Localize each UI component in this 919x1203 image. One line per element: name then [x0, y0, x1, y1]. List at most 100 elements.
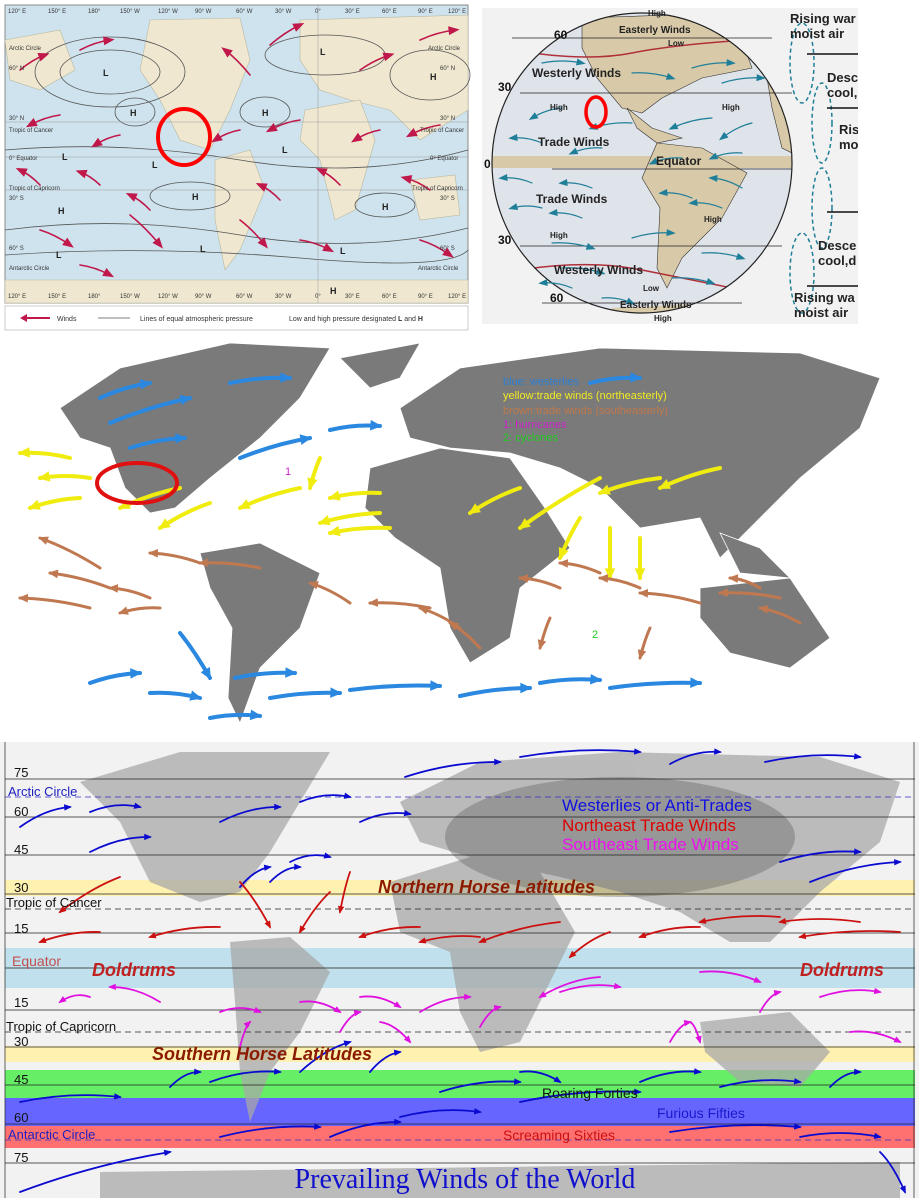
- longitude-label: 90° E: [418, 294, 433, 300]
- wind-arrow: [268, 690, 342, 700]
- arrow-head-icon: [48, 569, 59, 579]
- westerly-winds-label: Westerly Winds: [554, 263, 643, 277]
- wind-arrow: [479, 921, 561, 943]
- lat-label-60s: 60: [550, 291, 564, 305]
- high-label: High: [550, 231, 568, 240]
- legend-winds: Winds: [57, 316, 77, 323]
- arrow-head-icon: [102, 268, 115, 278]
- arrow-head-icon: [418, 606, 429, 615]
- wind-arrow: [518, 476, 602, 530]
- arrow-head-icon: [728, 574, 739, 583]
- arrow-head-icon: [249, 709, 262, 721]
- wind-arrows: [19, 748, 906, 1194]
- arrow-head-icon: [264, 920, 271, 929]
- lat-label: 15: [14, 921, 28, 936]
- side-label: Rising wa: [794, 290, 855, 305]
- pressure-wind-map: 120° E 150° E 180° 150° W 120° W 90° W 6…: [0, 0, 475, 335]
- arrow-head-icon: [508, 203, 519, 211]
- arrow-head-icon: [148, 932, 157, 939]
- latitude-label: Tropic of Cancer: [420, 128, 464, 134]
- arrow-head-icon: [58, 905, 67, 914]
- wind-arrow: [219, 1125, 321, 1138]
- longitude-label: 120° E: [448, 9, 466, 15]
- map-legend: Winds Lines of equal atmospheric pressur…: [4, 305, 469, 331]
- arrow-head-icon: [152, 237, 164, 249]
- wind-arrow: [209, 1070, 281, 1083]
- arrow-head-icon: [558, 559, 569, 568]
- pressure-mark: L: [62, 152, 68, 162]
- side-label: cool,d: [818, 253, 856, 268]
- doldrums-label: Doldrums: [92, 960, 176, 980]
- longitude-label: 120° E: [448, 294, 466, 300]
- africa: [364, 447, 571, 664]
- longitude-label: 60° W: [236, 9, 253, 15]
- screaming-sixties-label: Screaming Sixties: [503, 1127, 615, 1143]
- arrow-head-icon: [638, 588, 649, 598]
- arrow-head-icon: [28, 499, 41, 510]
- arrow-head-icon: [368, 598, 379, 607]
- longitude-label: 120° E: [8, 294, 26, 300]
- australia: [699, 577, 831, 669]
- lat-label: 60: [14, 804, 28, 819]
- arrow-head-icon: [315, 168, 328, 177]
- arrow-head-icon: [130, 668, 142, 679]
- arrow-head-icon: [758, 605, 769, 614]
- latitude-label: 30° N: [440, 116, 455, 122]
- arrow-head-icon: [448, 622, 459, 631]
- tropic-of-capricorn-label: Tropic of Capricorn: [6, 1019, 116, 1034]
- arrow-head-icon: [756, 74, 766, 82]
- high-label: High: [654, 314, 672, 323]
- arrow-head-icon: [518, 574, 529, 583]
- side-label: Rising war: [790, 11, 856, 26]
- arrow-head-icon: [558, 547, 569, 560]
- arrow-head-icon: [630, 372, 642, 383]
- arrow-head-icon: [194, 1068, 202, 1075]
- arrow-head-icon: [613, 982, 622, 990]
- wind-arrow: [719, 1079, 801, 1088]
- arrow-head-icon: [508, 133, 518, 141]
- wind-arrows: [15, 23, 460, 278]
- arrow-head-icon: [15, 168, 28, 177]
- arrow-head-icon: [464, 993, 472, 1001]
- arrow-head-icon: [793, 1123, 802, 1130]
- arrow-head-icon: [468, 503, 481, 515]
- longitude-label: 60° E: [382, 9, 397, 15]
- arrow-head-icon: [18, 593, 29, 603]
- longitude-label: 90° W: [195, 9, 212, 15]
- arrow-head-icon: [37, 52, 50, 62]
- legend-westerlies: blue: westerlies: [503, 376, 579, 388]
- wind-arrows: [18, 372, 802, 721]
- pressure-mark: H: [130, 108, 137, 118]
- latitude-label: 30° S: [9, 196, 24, 202]
- arrow-head-icon: [604, 568, 616, 580]
- arrow-head-icon: [58, 996, 67, 1004]
- arrow-head-icon: [558, 178, 568, 186]
- arrow-head-icon: [38, 937, 47, 943]
- longitude-label: 0°: [315, 9, 321, 15]
- arrow-head-icon: [243, 1020, 252, 1029]
- wind-arrow: [539, 976, 601, 998]
- wind-arrow: [799, 1132, 881, 1138]
- arrow-head-icon: [405, 128, 418, 138]
- latitude-label: Arctic Circle: [9, 46, 42, 52]
- arrow-head-icon: [322, 243, 335, 253]
- arrow-head-icon: [698, 917, 707, 924]
- arrow-head-icon: [38, 471, 51, 482]
- wind-arrow: [48, 571, 112, 590]
- longitude-label: 150° W: [120, 294, 140, 300]
- wind-arrow: [458, 686, 532, 698]
- arrow-head-icon: [139, 379, 152, 390]
- lat-label: 75: [14, 1150, 28, 1165]
- latitude-label: 60° S: [9, 246, 24, 252]
- arrow-head-icon: [200, 667, 211, 680]
- wind-arrow: [59, 876, 121, 913]
- easterly-winds-label: Easterly Winds: [619, 25, 691, 36]
- trade-winds-label: Trade Winds: [538, 135, 610, 149]
- arrow-head-icon: [854, 1068, 862, 1075]
- arrow-head-icon: [625, 297, 636, 305]
- wind-arrow: [439, 1080, 521, 1093]
- arrow-head-icon: [318, 515, 331, 526]
- arrow-head-icon: [873, 987, 882, 995]
- pressure-mark: H: [330, 286, 337, 296]
- arrow-head-icon: [25, 118, 38, 128]
